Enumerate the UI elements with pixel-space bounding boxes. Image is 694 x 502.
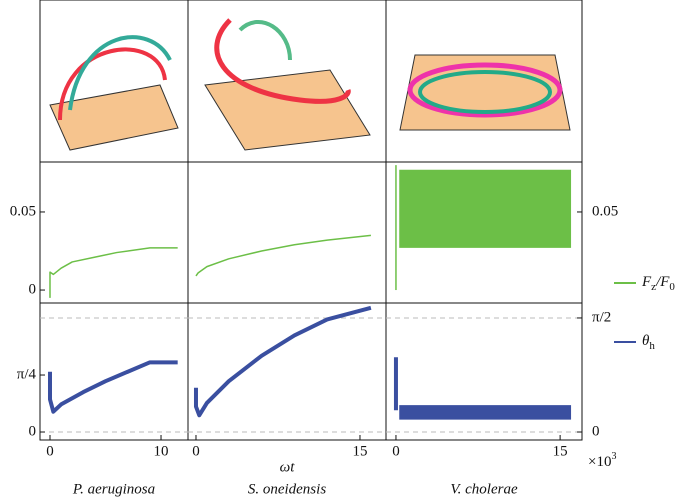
multiplier-base: ×10: [588, 454, 611, 470]
y-tick-label: π/4: [17, 366, 37, 382]
cell: [407, 62, 563, 118]
cell: [214, 18, 351, 104]
surface: [49, 84, 179, 151]
x-tick-label: 0: [392, 443, 400, 459]
panel-frame: [187, 302, 387, 441]
data-line: [195, 234, 371, 277]
x-tick-label: 10: [154, 443, 169, 459]
data-line: [49, 247, 178, 298]
x-axis-label: ωt: [280, 459, 296, 475]
x-multiplier: ×103: [588, 451, 616, 470]
cell: [68, 35, 172, 111]
y-tick-label: 0: [29, 281, 37, 297]
legend-text-part: F: [641, 274, 652, 290]
legend-label: θh: [642, 333, 655, 351]
legend-text-part: θ: [642, 333, 650, 349]
surface: [204, 69, 371, 151]
panel-frame: [39, 302, 189, 441]
oscillation-band: [399, 405, 572, 420]
x-tick-label: 0: [192, 443, 200, 459]
renderings: [49, 18, 571, 151]
y-tick-label: 0: [29, 423, 37, 439]
legend-text-part: 0: [669, 281, 675, 293]
legend-text-part: /F: [655, 274, 670, 290]
oscillation-band: [399, 169, 572, 248]
y-tick-label: 0.05: [10, 203, 36, 219]
legend-text-part: h: [649, 340, 655, 352]
data-line: [47, 360, 178, 414]
species-label: S. oneidensis: [248, 481, 326, 497]
panel-frame: [187, 161, 387, 304]
cell: [58, 47, 167, 121]
x-tick-label: 15: [352, 443, 367, 459]
panel-frame: [385, 302, 583, 441]
data-line: [193, 305, 372, 418]
cell: [418, 70, 552, 114]
species-label: V. cholerae: [450, 481, 518, 497]
species-label: P. aeruginosa: [72, 481, 155, 497]
y2-tick-label: 0.05: [592, 203, 618, 219]
multiplier-exp: 3: [611, 451, 616, 462]
legend-label: Fz/F0: [641, 274, 675, 292]
panel-frame: [39, 161, 189, 304]
y2-tick-label: 0: [592, 423, 600, 439]
y2-tick-label: π/2: [592, 309, 611, 325]
legend-text-part: z: [651, 281, 656, 293]
x-tick-label: 0: [46, 443, 54, 459]
x-tick-label: 15: [553, 443, 568, 459]
cell: [238, 19, 292, 61]
